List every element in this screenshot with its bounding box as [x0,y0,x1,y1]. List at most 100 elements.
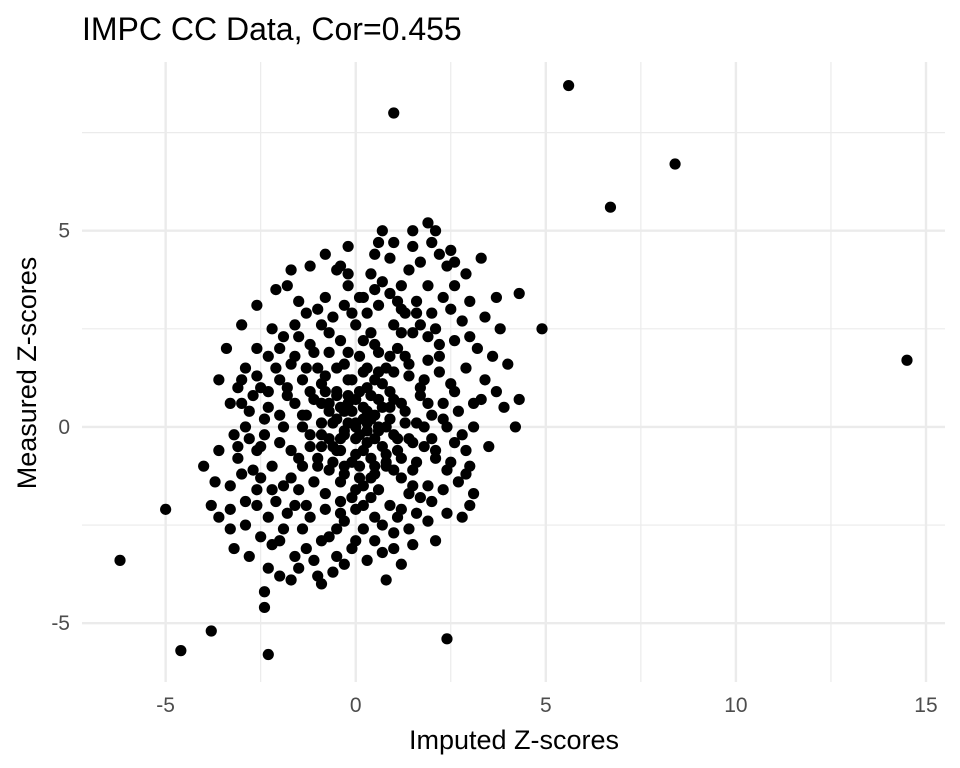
y-tick-label: -5 [51,612,70,635]
data-point [312,452,324,464]
data-point [426,433,438,445]
data-point [433,338,445,351]
data-point [304,260,316,272]
data-point [426,409,438,421]
data-point [296,421,309,433]
data-point [384,499,396,512]
data-point [270,283,282,296]
data-point [414,319,426,331]
data-point [342,280,354,292]
data-point [395,280,407,292]
data-point [357,291,369,304]
data-point [429,225,442,237]
data-point [429,452,442,464]
data-point [513,393,525,406]
data-point [391,433,404,445]
data-point [445,456,457,468]
data-point [384,287,396,300]
data-point [289,319,301,331]
data-point [357,335,369,347]
data-point [205,499,217,512]
data-point [399,350,411,362]
data-point [255,382,267,394]
data-point [536,323,548,335]
data-point [418,421,430,433]
data-point [414,382,426,394]
data-point [243,550,255,563]
data-point [395,327,407,339]
data-point [308,476,320,488]
data-point [437,397,449,409]
data-point [205,625,217,637]
data-point [441,633,453,645]
data-point [350,319,362,331]
y-axis-title: Measured Z-scores [12,257,42,490]
data-points [114,79,913,661]
data-point [372,421,385,433]
data-point [262,401,274,413]
data-point [232,440,244,453]
data-point [365,472,377,484]
data-point [464,499,476,512]
data-point [502,358,514,370]
data-point [388,236,400,249]
data-point [327,456,339,468]
data-point [312,362,324,374]
data-point [236,468,248,480]
data-point [407,225,419,237]
data-point [323,397,335,409]
data-point [255,440,267,453]
data-point [228,429,240,441]
data-point [369,433,381,445]
data-point [239,421,252,433]
data-point [334,260,347,272]
data-point [315,578,328,590]
data-point [376,225,388,237]
data-point [604,201,617,213]
data-point [353,350,366,362]
data-point [422,480,434,492]
data-point [266,323,278,335]
data-point [464,331,476,343]
data-point [319,503,331,515]
data-point [346,456,358,468]
data-point [410,295,423,307]
x-tick-label: 15 [914,694,937,717]
data-point [338,558,350,570]
data-point [395,303,407,315]
data-point [304,511,316,523]
data-point [357,366,369,378]
data-point [448,437,461,449]
data-point [262,648,274,661]
data-point [403,370,415,382]
data-point [350,535,362,547]
data-point [460,268,472,280]
data-point [274,342,286,355]
data-point [251,484,263,496]
data-point [315,535,328,547]
data-point [353,386,366,398]
data-point [247,389,259,402]
data-point [258,413,271,425]
data-point [293,484,305,496]
data-point [319,248,331,260]
data-point [513,287,525,300]
data-point [312,303,324,315]
data-point [445,378,457,390]
data-point [285,264,297,276]
data-point [414,256,426,268]
data-point [422,280,434,292]
data-point [388,107,400,119]
data-point [376,546,388,559]
data-point [281,507,293,519]
data-point [251,499,263,512]
x-axis-title: Imputed Z-scores [409,725,619,755]
data-point [323,433,335,445]
data-point [429,535,442,547]
data-point [410,507,423,519]
data-point [334,444,347,457]
data-point [323,327,335,339]
data-point [460,444,472,457]
